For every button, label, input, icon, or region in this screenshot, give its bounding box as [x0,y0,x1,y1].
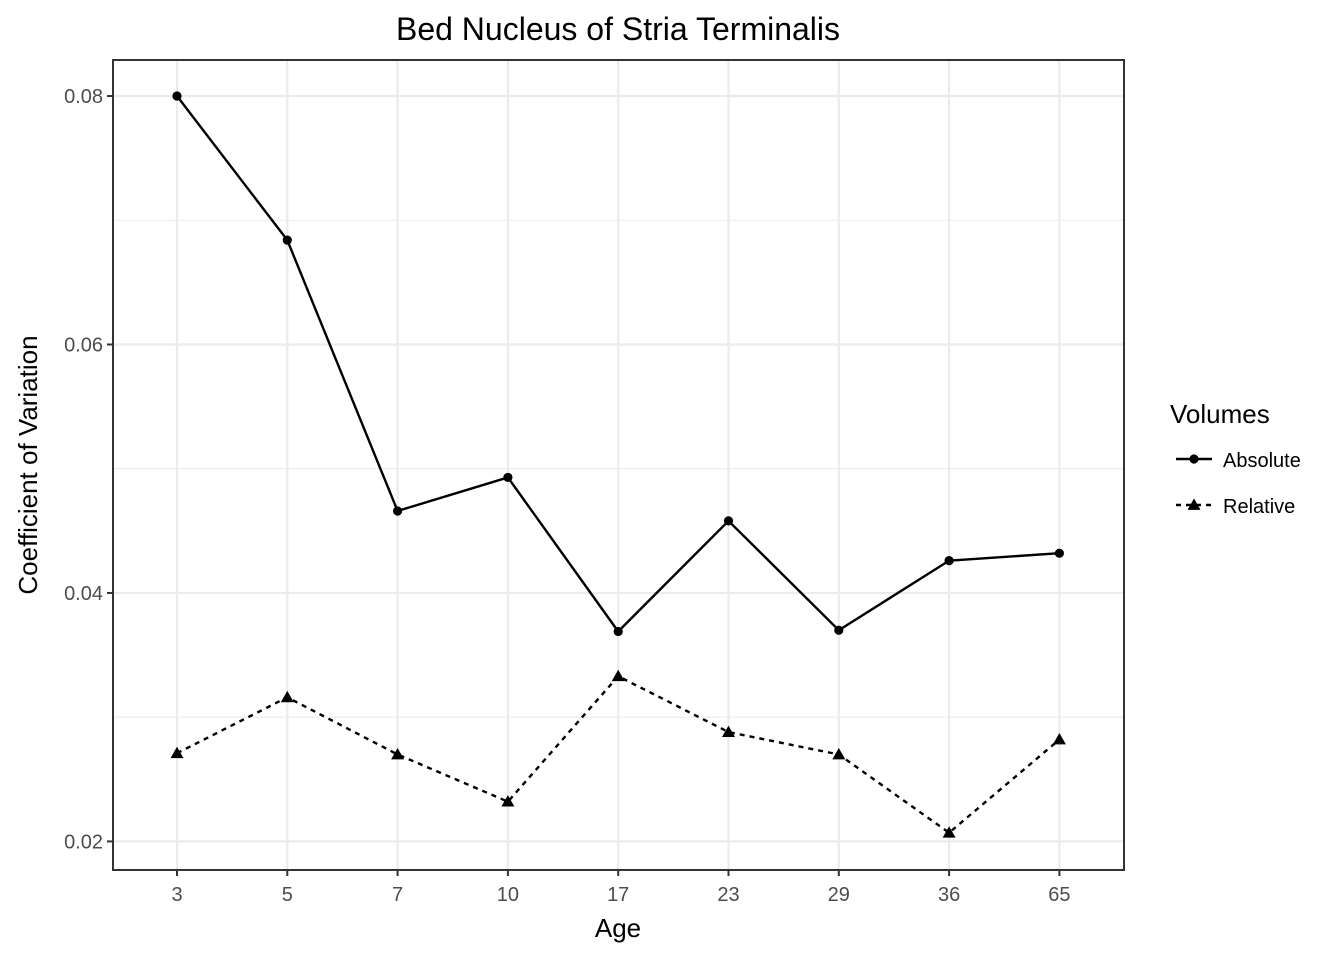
data-point-relative [280,690,294,703]
data-point-absolute [172,91,182,101]
data-point-relative [1052,733,1066,745]
x-tick-label: 23 [717,884,739,906]
y-tick-label: 0.06 [64,334,103,356]
data-point-absolute [723,516,734,526]
data-point-relative [942,826,956,838]
x-tick-label: 65 [1048,884,1070,906]
x-axis-title: Age [595,913,641,943]
legend: Volumes Absolute Relative [1170,399,1301,518]
data-point-absolute [503,472,513,483]
series-relative [170,669,1066,838]
legend-title: Volumes [1170,399,1270,429]
legend-key-marker [1187,498,1201,510]
data-point-relative [722,725,735,737]
y-axis-title: Coefficient of Variation [13,335,43,594]
x-tick-label: 3 [171,884,182,906]
legend-key-marker [1189,454,1199,464]
x-tick-label: 10 [497,884,519,906]
legend-item-relative: Relative [1176,496,1295,518]
legend-items: Absolute Relative [1176,450,1301,518]
data-point-relative [170,746,184,759]
chart-title: Bed Nucleus of Stria Terminalis [396,11,840,47]
grid [113,60,1124,870]
series-absolute [172,91,1064,637]
data-point-relative [832,747,846,760]
legend-label: Absolute [1223,450,1301,472]
y-tick-label: 0.02 [64,831,103,853]
data-point-absolute [613,626,623,637]
x-tick-label: 7 [392,884,403,906]
y-axis: 0.02 0.04 0.06 0.08 [64,86,113,853]
x-axis: 3 5 7 10 17 23 29 36 65 [171,870,1071,906]
y-tick-label: 0.04 [64,583,103,605]
y-tick-label: 0.08 [64,86,103,108]
x-tick-label: 29 [828,884,850,906]
x-tick-label: 17 [607,884,629,906]
x-tick-label: 5 [282,884,293,906]
legend-label: Relative [1223,496,1295,518]
legend-item-absolute: Absolute [1176,450,1301,472]
data-point-relative [501,795,515,807]
data-point-absolute [1054,548,1064,558]
data-point-absolute [282,235,292,245]
x-tick-label: 36 [938,884,960,906]
series-layer [170,91,1066,838]
data-point-absolute [393,506,403,516]
data-point-absolute [834,625,844,635]
data-point-absolute [944,556,954,566]
data-point-relative [611,669,625,682]
data-point-relative [391,747,405,760]
